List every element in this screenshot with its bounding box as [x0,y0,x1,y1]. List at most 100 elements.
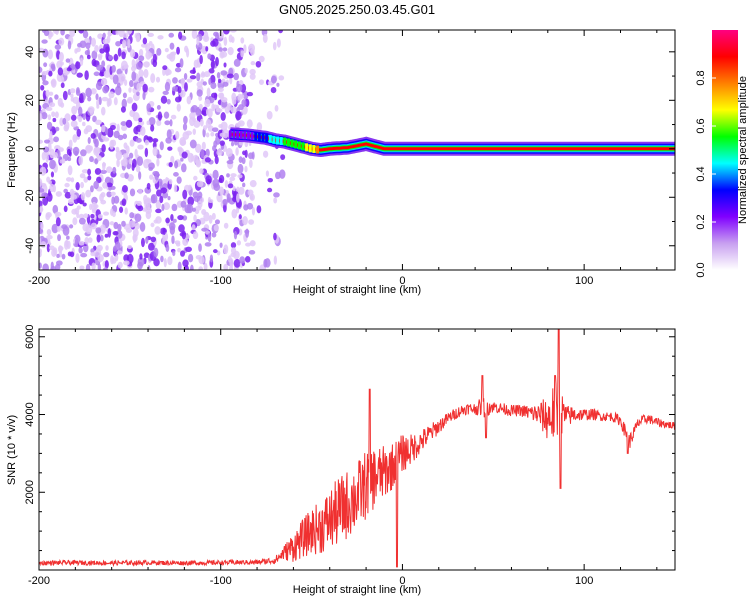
spectral-blob [144,147,149,158]
spectral-blob [75,61,81,70]
spectral-blob [159,141,164,151]
spectral-blob [106,127,114,138]
spectral-blob [152,138,159,143]
spectral-blob [126,30,132,35]
spectral-blob [167,196,171,201]
spectral-blob [192,191,199,199]
spectral-blob [132,234,138,242]
spectral-blob [192,231,199,240]
spectral-blob [87,168,92,176]
spectral-blob [53,151,58,158]
spectral-blob [105,245,109,251]
spectral-blob [85,145,91,150]
spectral-blob [270,87,277,94]
spectral-blob [249,240,256,247]
spectral-blob [185,130,193,136]
spectral-blob [219,242,223,248]
spectral-blob [112,211,116,218]
spectral-blob [249,68,256,75]
spectral-blob [112,74,119,85]
spectral-blob [216,250,221,256]
spectral-blob [66,67,72,72]
spectral-blob [208,214,213,224]
spectral-blob [115,40,121,47]
ridge-cell [297,141,301,150]
spectral-blob [100,224,106,234]
spectral-blob [266,110,273,120]
spectral-blob [101,60,106,68]
spectral-blob [196,89,203,97]
spectral-blob [59,61,64,66]
spectral-blob [229,176,236,181]
spectral-blob [270,75,277,84]
spectral-blob [232,186,236,192]
spectral-blob [202,81,207,86]
spectral-blob [181,230,187,240]
colorbar-tick-label: 0.2 [695,214,707,229]
spectral-blob [127,96,133,104]
spectral-blob [95,81,103,91]
spectral-blob [207,53,212,60]
spectral-blob [143,61,150,68]
spectral-blob [219,51,225,59]
spectral-blob [68,139,73,148]
spectral-blob [204,157,211,163]
spectral-blob [150,124,155,132]
spectral-blob [129,139,135,147]
spectral-blob [203,262,208,270]
spectral-blob [217,87,224,93]
spectral-blob [188,184,192,191]
spectral-blob [39,262,42,269]
spectral-blob [121,198,127,207]
spectral-blob [45,153,49,163]
spectral-blob [236,193,240,203]
spectral-blob [256,122,263,132]
spectral-blob [187,253,194,263]
spectral-blob [80,149,87,157]
spectral-blob [100,234,104,242]
spectral-blob [90,213,95,219]
spectral-blob [170,155,175,164]
spectral-blob [194,205,202,211]
spectral-blob [146,120,150,126]
spectral-blob [276,82,280,87]
spectral-blob [129,80,134,88]
spectral-blob [124,172,129,180]
spectral-blob [113,53,119,62]
spectral-blob [278,75,285,81]
spectral-blob [273,197,278,204]
spectral-blob [48,245,55,251]
spectral-blob [103,267,108,270]
spectral-blob [42,80,49,86]
spectral-blob [112,166,117,174]
ridge-cell [257,132,261,141]
spectral-blob [240,50,245,58]
spectral-blob [222,30,230,35]
spectral-blob [65,58,71,63]
spectral-blob [166,98,171,105]
spectral-blob [208,68,215,74]
spectral-blob [113,97,118,106]
spectral-blob [51,81,56,87]
spectral-blob [77,115,83,123]
spectral-blob [76,128,82,137]
spectral-blob [98,96,102,106]
spectral-blob [185,246,192,253]
spectral-blob [125,227,133,233]
spectral-blob [56,253,60,259]
spectral-blob [222,81,229,87]
spectral-blob [172,86,179,92]
spectral-blob [217,78,222,84]
spectral-blob [273,232,277,241]
spectral-blob [115,30,120,36]
spectral-blob [81,169,89,174]
spectral-blob [193,175,198,181]
spectral-blob [173,172,179,177]
spectral-blob [215,104,220,111]
spectral-blob [97,214,103,219]
spectral-blob [110,139,117,147]
spectral-blob [100,169,107,174]
spectral-blob [76,205,81,210]
spectral-blob [223,203,227,213]
ridge-cell [261,133,265,142]
